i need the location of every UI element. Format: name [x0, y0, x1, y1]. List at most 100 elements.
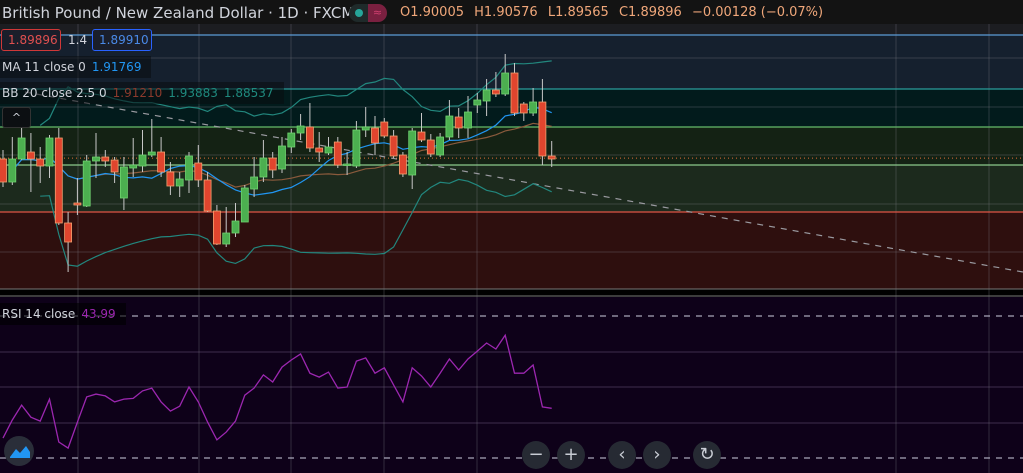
- zoom-in-button[interactable]: +: [557, 441, 585, 469]
- bb-legend[interactable]: BB 20 close 2.5 0 1.91210 1.93883 1.8853…: [0, 82, 284, 104]
- indicator-toggle[interactable]: ≈: [349, 4, 387, 22]
- rsi-legend-label: RSI 14 close: [2, 307, 76, 321]
- candle-up: [82, 160, 91, 207]
- wave-icon: ≈: [368, 4, 387, 22]
- candle-up: [361, 126, 370, 131]
- ma-legend-value: 1.91769: [91, 60, 142, 74]
- scroll-left-button[interactable]: ‹: [608, 441, 636, 469]
- candle-up: [436, 136, 445, 156]
- candle-up: [120, 166, 128, 199]
- rsi-legend-value: 43.99: [81, 307, 116, 321]
- price-zone: [0, 165, 1023, 212]
- bb-lower-line: [40, 178, 552, 267]
- header-background: [0, 0, 1023, 24]
- candle-up: [17, 137, 26, 160]
- candle-down: [454, 116, 463, 129]
- candle-down: [510, 72, 519, 114]
- candle-up: [501, 72, 510, 95]
- candle-up: [129, 164, 138, 169]
- candle-up: [185, 155, 193, 181]
- candle-up: [92, 156, 100, 162]
- spread-value: 1.4: [68, 33, 88, 47]
- candle-down: [305, 126, 314, 149]
- candle-down: [166, 171, 175, 187]
- reset-chart-button[interactable]: ↻: [693, 441, 721, 469]
- bb-basis-value: 1.91210: [112, 86, 163, 100]
- buy-price-button[interactable]: 1.89910: [92, 29, 152, 51]
- candle-up: [240, 187, 249, 223]
- candle-up: [278, 145, 286, 170]
- candle-down: [101, 156, 110, 162]
- candle-down: [110, 159, 119, 173]
- collapse-legend-button[interactable]: ^: [2, 107, 31, 128]
- candle-up: [529, 101, 537, 114]
- candle-up: [250, 176, 259, 190]
- candle-down: [519, 103, 528, 114]
- status-dot-icon: [355, 9, 363, 17]
- rsi-legend[interactable]: RSI 14 close 43.99: [0, 303, 126, 325]
- candle-down: [426, 139, 435, 155]
- candle-down: [64, 222, 72, 243]
- bb-lower-value: 1.88537: [223, 86, 274, 100]
- pane-separator: [0, 289, 1023, 297]
- scroll-right-button[interactable]: ›: [643, 441, 671, 469]
- candle-down: [333, 141, 342, 166]
- price-zone: [0, 127, 1023, 165]
- candle-down: [36, 158, 45, 167]
- bb-upper-value: 1.93883: [168, 86, 218, 100]
- ohlc-readout: O1.90005 H1.90576 L1.89565 C1.89896 −0.0…: [400, 5, 829, 20]
- candle-up: [464, 111, 472, 129]
- candle-down: [26, 151, 35, 160]
- candle-up: [175, 178, 184, 187]
- trend-line: [24, 91, 1023, 273]
- candle-up: [445, 115, 454, 138]
- candle-down: [417, 131, 426, 141]
- candle-up: [343, 163, 352, 166]
- candle-up: [482, 89, 491, 102]
- candle-down: [547, 155, 556, 160]
- rsi-line: [2, 333, 552, 450]
- low-value: L1.89565: [547, 5, 609, 20]
- candle-up: [8, 158, 17, 183]
- candle-up: [324, 146, 333, 154]
- chevron-up-icon: ^: [11, 111, 22, 124]
- ma-line: [11, 106, 552, 196]
- candle-down: [380, 121, 389, 137]
- ma-legend-label: MA 11 close 0: [2, 60, 86, 74]
- candle-up: [138, 154, 147, 167]
- candle-down: [371, 127, 379, 144]
- candle-down: [203, 179, 212, 212]
- candle-down: [268, 157, 277, 171]
- candle-down: [538, 101, 547, 157]
- change-value: −0.00128 (−0.07%): [691, 5, 824, 20]
- close-value: C1.89896: [618, 5, 682, 20]
- sell-price-button[interactable]: 1.89896: [1, 29, 61, 51]
- candle-up: [352, 129, 361, 167]
- candle-up: [222, 232, 231, 245]
- candle-down: [398, 154, 407, 175]
- high-value: H1.90576: [474, 5, 538, 20]
- ma-legend[interactable]: MA 11 close 0 1.91769: [0, 56, 152, 78]
- candle-down: [315, 147, 324, 153]
- candle-up: [231, 220, 240, 234]
- candle-down: [73, 202, 82, 206]
- bb-legend-label: BB 20 close 2.5 0: [2, 86, 107, 100]
- tradingview-logo-icon[interactable]: [4, 436, 34, 466]
- candle-up: [473, 99, 482, 106]
- open-value: O1.90005: [400, 5, 464, 20]
- price-zone: [0, 212, 1023, 289]
- symbol-title[interactable]: British Pound / New Zealand Dollar · 1D …: [2, 4, 355, 22]
- candle-up: [287, 132, 296, 148]
- candle-down: [0, 158, 7, 183]
- candle-down: [491, 89, 500, 95]
- candle-up: [45, 137, 54, 167]
- candle-up: [408, 130, 417, 176]
- candle-down: [54, 137, 63, 224]
- zoom-out-button[interactable]: −: [522, 441, 550, 469]
- candle-down: [194, 162, 203, 181]
- candle-up: [147, 151, 156, 156]
- candle-up: [296, 125, 305, 134]
- candle-up: [259, 157, 268, 178]
- rsi-pane-background: [0, 297, 1023, 473]
